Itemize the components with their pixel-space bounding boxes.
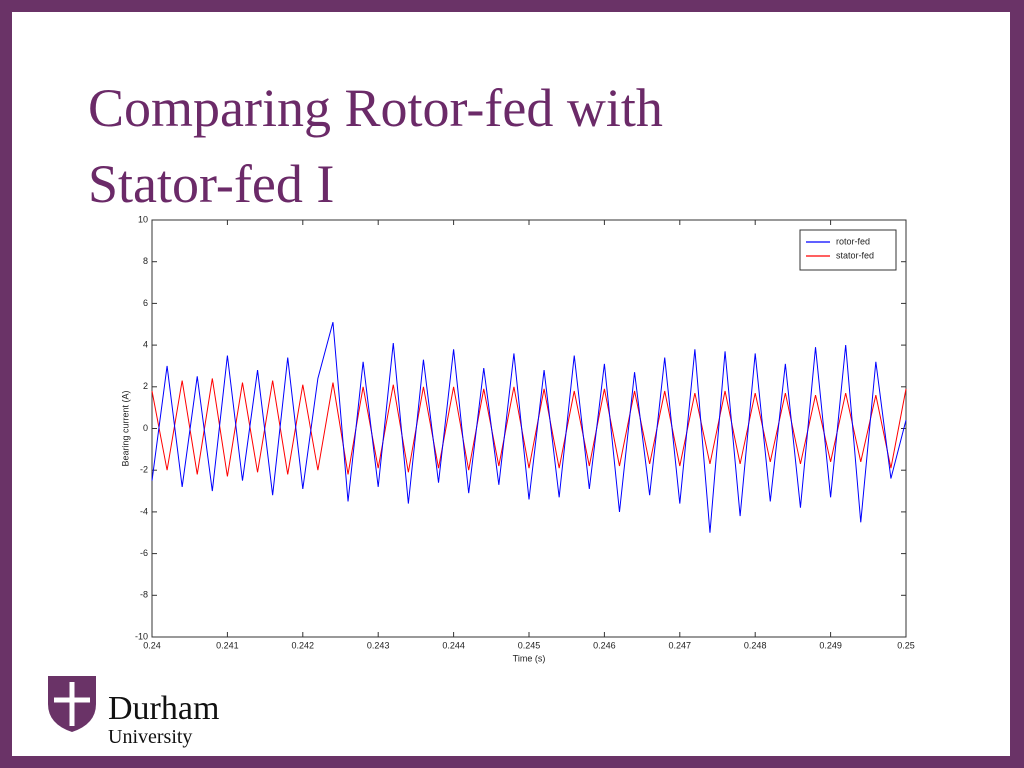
x-tick-label: 0.25 (897, 640, 915, 650)
x-tick-label: 0.243 (367, 640, 390, 650)
legend-label: rotor-fed (836, 236, 870, 246)
y-tick-label: -10 (135, 631, 148, 641)
y-tick-label: 2 (143, 381, 148, 391)
slide: Comparing Rotor-fed with Stator-fed I -1… (12, 12, 1010, 756)
series-line (151, 378, 907, 477)
y-axis-label: Bearing current (A) (120, 390, 130, 466)
x-tick-label: 0.245 (518, 640, 541, 650)
plot-frame (151, 219, 907, 638)
series-line (151, 322, 907, 533)
y-tick-label: 10 (138, 214, 148, 224)
logo: Durham University (46, 662, 246, 752)
x-tick-label: 0.246 (593, 640, 616, 650)
x-tick-label: 0.242 (292, 640, 315, 650)
x-tick-label: 0.241 (216, 640, 239, 650)
x-tick-label: 0.24 (143, 640, 161, 650)
slide-title: Comparing Rotor-fed with Stator-fed I (88, 78, 663, 214)
logo-name: Durham (108, 690, 220, 727)
y-tick-label: 6 (143, 298, 148, 308)
x-axis-label: Time (s) (513, 653, 546, 663)
y-tick-label: -6 (140, 548, 148, 558)
x-tick-label: 0.244 (442, 640, 465, 650)
legend-label: stator-fed (836, 250, 874, 260)
y-tick-label: -2 (140, 465, 148, 475)
y-tick-label: 8 (143, 256, 148, 266)
logo-subtitle: University (108, 726, 193, 748)
y-tick-label: 0 (143, 423, 148, 433)
x-tick-label: 0.247 (669, 640, 692, 650)
y-tick-label: -8 (140, 590, 148, 600)
x-tick-label: 0.249 (819, 640, 842, 650)
y-tick-label: 4 (143, 339, 148, 349)
chart: -10 -8 -6 -4 -2 0 2 4 6 8 10 0.24 0.241 0.242 0.243 0.2… (120, 214, 915, 663)
y-tick-label: -4 (140, 506, 148, 516)
x-tick-label: 0.248 (744, 640, 767, 650)
logo-shield (48, 676, 96, 732)
legend-box (799, 229, 897, 271)
